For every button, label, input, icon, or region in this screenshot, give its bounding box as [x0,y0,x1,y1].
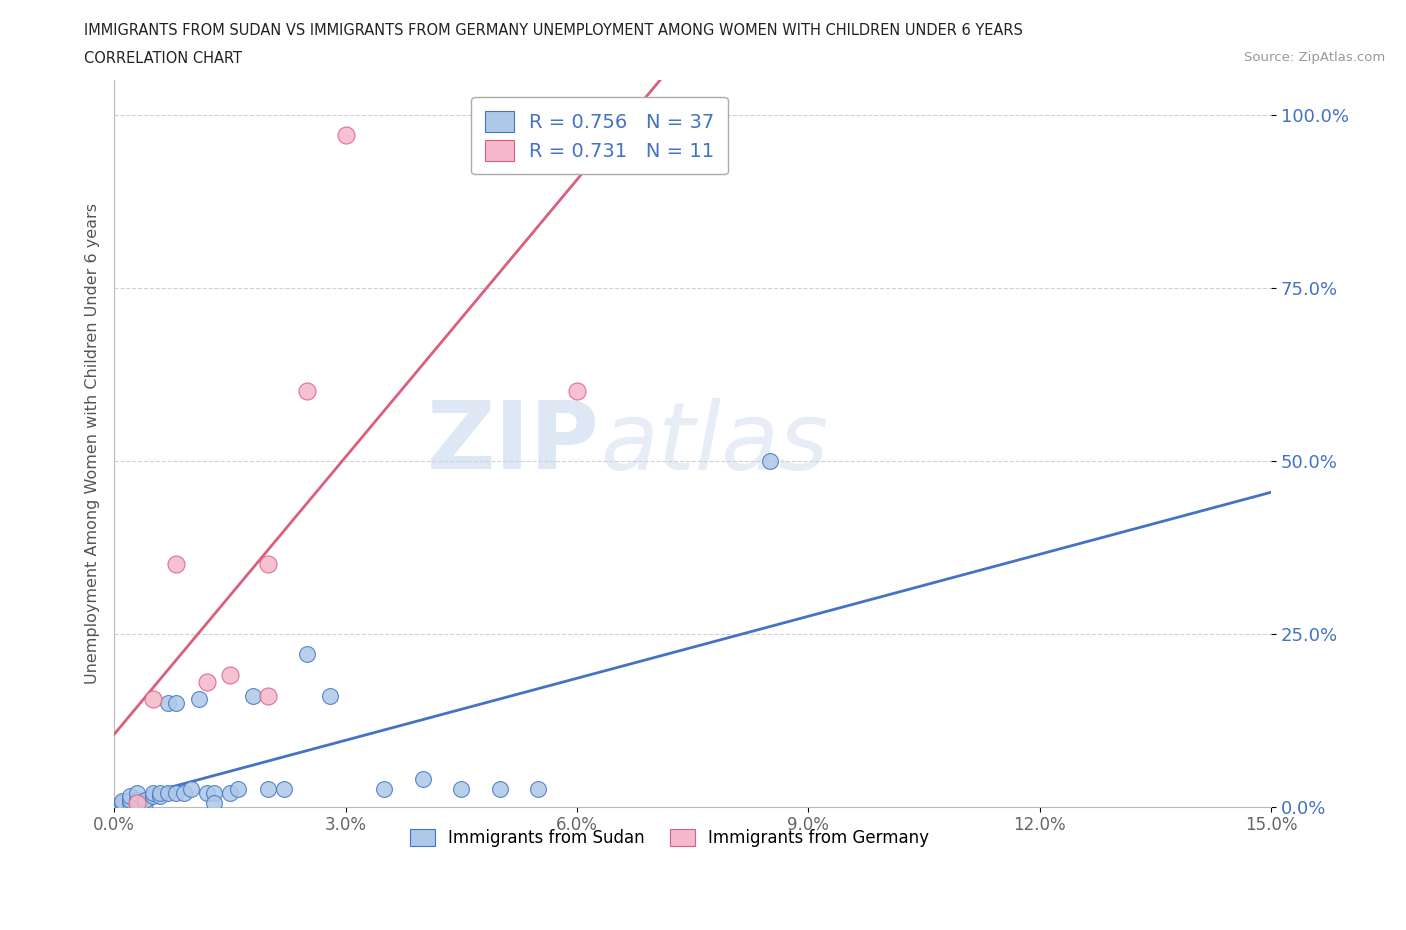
Point [450,782,472,797]
Point [295,384,318,399]
Point [142,786,165,801]
Point [218,668,240,683]
Text: atlas: atlas [600,398,828,489]
Point [758,453,780,468]
Text: ZIP: ZIP [427,397,600,489]
Point [527,128,550,143]
Point [127,786,149,801]
Point [195,786,218,801]
Point [295,647,318,662]
Point [134,796,156,811]
Point [142,789,165,804]
Legend: Immigrants from Sudan, Immigrants from Germany: Immigrants from Sudan, Immigrants from G… [396,816,942,860]
Point [257,557,280,572]
Point [565,384,588,399]
Point [149,789,172,804]
Point [204,786,226,801]
Point [335,128,357,143]
Point [257,782,280,797]
Point [319,688,342,703]
Point [257,688,280,703]
Point [157,786,180,801]
Point [111,793,134,808]
Point [157,696,180,711]
Point [488,782,510,797]
Text: Source: ZipAtlas.com: Source: ZipAtlas.com [1244,51,1385,64]
Text: IMMIGRANTS FROM SUDAN VS IMMIGRANTS FROM GERMANY UNEMPLOYMENT AMONG WOMEN WITH C: IMMIGRANTS FROM SUDAN VS IMMIGRANTS FROM… [84,23,1024,38]
Point [527,782,550,797]
Point [165,557,187,572]
Point [218,786,240,801]
Point [127,792,149,807]
Y-axis label: Unemployment Among Women with Children Under 6 years: Unemployment Among Women with Children U… [86,203,100,684]
Point [173,786,195,801]
Point [180,782,202,797]
Point [127,796,149,811]
Point [195,674,218,689]
Point [204,796,226,811]
Text: CORRELATION CHART: CORRELATION CHART [84,51,242,66]
Point [142,692,165,707]
Point [118,796,141,811]
Point [111,796,134,811]
Point [242,688,264,703]
Point [118,789,141,804]
Point [118,792,141,807]
Point [188,692,211,707]
Point [127,796,149,811]
Point [165,786,187,801]
Point [226,782,249,797]
Point [134,792,156,807]
Point [412,772,434,787]
Point [149,786,172,801]
Point [165,696,187,711]
Point [273,782,295,797]
Point [373,782,395,797]
